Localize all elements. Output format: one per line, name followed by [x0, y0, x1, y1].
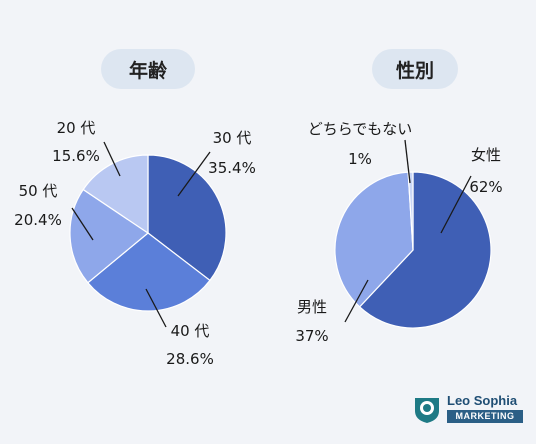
gender-slice-label-0: 女性 — [471, 146, 501, 164]
logo-name: Leo Sophia — [447, 393, 518, 408]
gender-slice-label-2: どちらでもない — [308, 120, 413, 138]
age-slice-label-1: 40 代 — [171, 322, 210, 340]
age-leader-line-2 — [71, 207, 94, 241]
gender-leader-line-0 — [440, 175, 472, 234]
age-slice-label-0: 30 代 — [213, 129, 252, 147]
age-slice-0 — [147, 154, 227, 282]
logo-subtitle: MARKETING — [447, 410, 523, 423]
age-chart-title: 年齢 — [101, 49, 195, 89]
lion-logo-icon — [415, 398, 439, 423]
gender-chart-title: 性別 — [372, 49, 458, 89]
leo-sophia-logo: Leo Sophia MARKETING — [412, 393, 524, 427]
age-slice-value-2: 20.4% — [14, 211, 62, 229]
age-slice-label-3: 20 代 — [57, 119, 96, 137]
gender-slice-value-0: 62% — [469, 178, 502, 196]
age-slice-value-3: 15.6% — [52, 147, 100, 165]
age-leader-line-3 — [103, 141, 121, 177]
gender-leader-line-2 — [404, 139, 411, 184]
age-slice-3 — [82, 154, 149, 235]
gender-leader-line-1 — [344, 279, 369, 323]
gender-slice-value-2: 1% — [348, 150, 372, 168]
age-leader-line-0 — [177, 151, 211, 197]
age-slice-1 — [87, 232, 211, 312]
gender-slice-value-1: 37% — [295, 327, 328, 345]
age-leader-line-1 — [145, 288, 167, 328]
gender-slice-1 — [334, 171, 414, 308]
age-slice-2 — [69, 188, 150, 284]
age-slice-value-0: 35.4% — [208, 159, 256, 177]
gender-slice-0 — [358, 171, 492, 329]
age-slice-label-2: 50 代 — [19, 182, 58, 200]
age-slice-value-1: 28.6% — [166, 350, 214, 368]
gender-slice-label-1: 男性 — [297, 298, 327, 316]
